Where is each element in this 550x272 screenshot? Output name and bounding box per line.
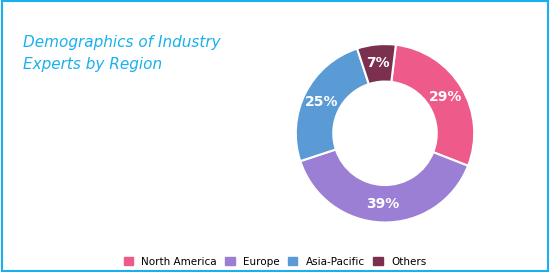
Text: 39%: 39% bbox=[366, 197, 400, 211]
Text: Demographics of Industry
Experts by Region: Demographics of Industry Experts by Regi… bbox=[23, 35, 221, 72]
Text: 25%: 25% bbox=[305, 94, 339, 109]
Text: 7%: 7% bbox=[366, 56, 390, 70]
Wedge shape bbox=[357, 44, 396, 84]
Legend: North America, Europe, Asia-Pacific, Others: North America, Europe, Asia-Pacific, Oth… bbox=[124, 257, 426, 267]
Text: 29%: 29% bbox=[429, 90, 462, 104]
Wedge shape bbox=[391, 45, 474, 166]
Wedge shape bbox=[300, 149, 468, 222]
Wedge shape bbox=[296, 48, 369, 161]
